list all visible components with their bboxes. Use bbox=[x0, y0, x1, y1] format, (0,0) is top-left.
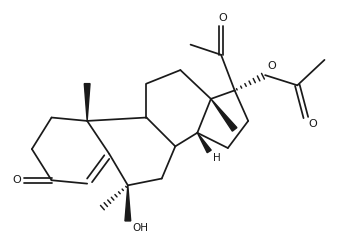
Text: O: O bbox=[12, 175, 21, 184]
Text: O: O bbox=[268, 61, 276, 71]
Polygon shape bbox=[211, 99, 237, 131]
Text: H: H bbox=[213, 153, 220, 163]
Text: O: O bbox=[218, 13, 227, 23]
Text: OH: OH bbox=[132, 223, 148, 233]
Polygon shape bbox=[197, 133, 211, 153]
Polygon shape bbox=[84, 84, 90, 121]
Text: O: O bbox=[309, 119, 317, 129]
Polygon shape bbox=[125, 185, 131, 221]
